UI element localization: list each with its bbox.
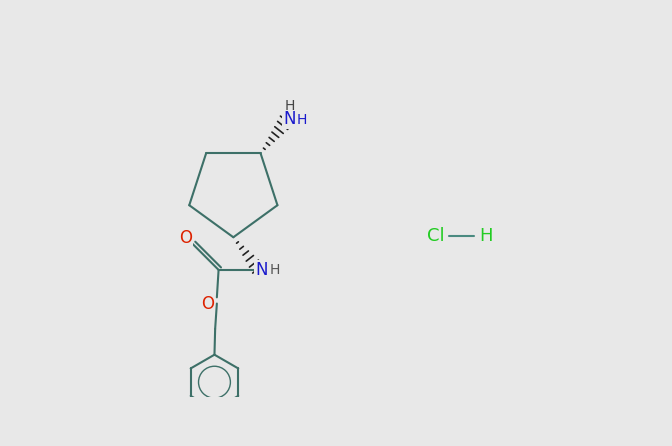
Text: H: H — [296, 113, 307, 127]
Text: Cl: Cl — [427, 227, 445, 244]
Text: H: H — [479, 227, 493, 244]
Text: O: O — [201, 295, 214, 313]
Text: H: H — [269, 263, 280, 277]
Text: H: H — [285, 99, 295, 113]
Text: N: N — [255, 261, 267, 279]
Text: N: N — [284, 110, 296, 128]
Text: O: O — [179, 229, 192, 247]
